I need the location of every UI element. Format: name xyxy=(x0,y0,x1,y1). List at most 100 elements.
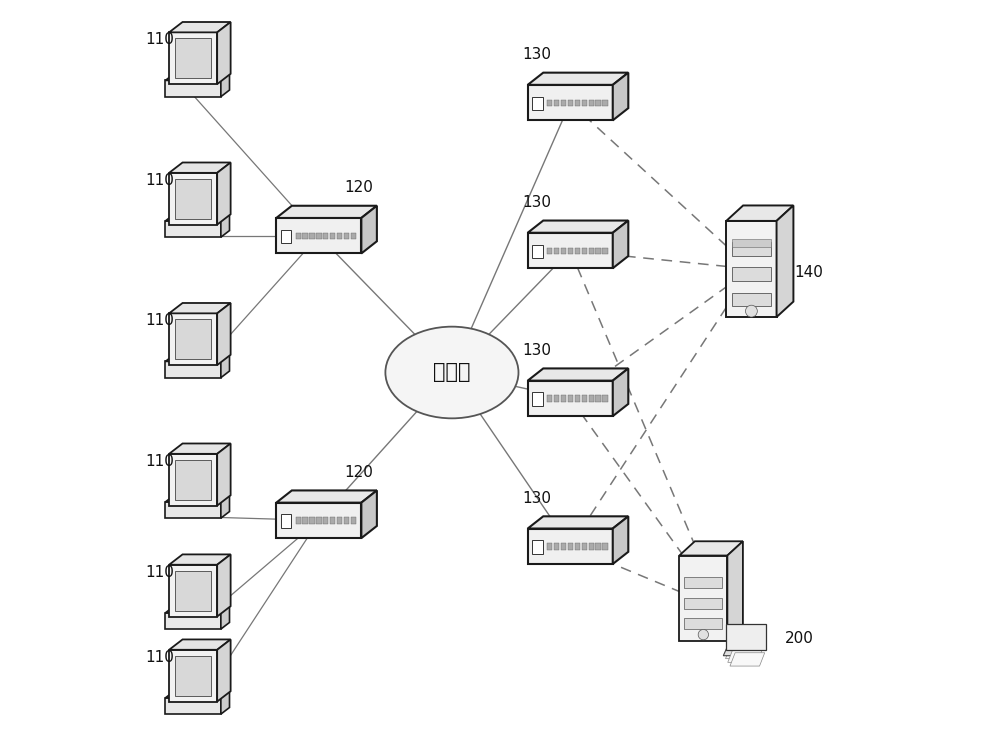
Bar xyxy=(575,543,580,550)
Bar xyxy=(595,396,601,402)
Polygon shape xyxy=(221,215,230,237)
Polygon shape xyxy=(169,173,217,224)
Polygon shape xyxy=(169,303,231,314)
Polygon shape xyxy=(165,215,230,221)
Bar xyxy=(602,543,608,550)
Polygon shape xyxy=(165,74,230,80)
Polygon shape xyxy=(679,542,743,556)
Bar xyxy=(732,239,771,247)
Text: 140: 140 xyxy=(794,265,823,280)
Polygon shape xyxy=(175,460,211,500)
Bar xyxy=(330,518,335,524)
Bar xyxy=(309,232,315,239)
Polygon shape xyxy=(217,303,231,365)
Bar xyxy=(568,543,573,550)
Bar xyxy=(302,232,308,239)
Bar xyxy=(316,232,322,239)
Polygon shape xyxy=(777,206,793,317)
Bar xyxy=(532,244,543,258)
Bar xyxy=(330,232,335,239)
Polygon shape xyxy=(613,73,628,121)
Polygon shape xyxy=(175,320,211,359)
Bar xyxy=(323,232,328,239)
Polygon shape xyxy=(217,554,231,617)
Bar xyxy=(589,247,594,254)
Bar xyxy=(532,393,543,406)
Polygon shape xyxy=(165,80,221,97)
Bar xyxy=(568,247,573,254)
Polygon shape xyxy=(217,443,231,506)
Polygon shape xyxy=(169,554,231,565)
Bar xyxy=(554,100,559,107)
Bar xyxy=(684,597,722,609)
Bar xyxy=(547,247,552,254)
Polygon shape xyxy=(276,503,361,538)
Bar xyxy=(726,624,766,650)
Polygon shape xyxy=(528,85,613,121)
Polygon shape xyxy=(165,698,221,714)
Polygon shape xyxy=(165,502,221,519)
Circle shape xyxy=(745,305,757,317)
Polygon shape xyxy=(276,218,361,253)
Bar xyxy=(582,396,587,402)
Text: 130: 130 xyxy=(522,47,551,62)
Polygon shape xyxy=(217,22,231,84)
Text: 互联网: 互联网 xyxy=(433,363,471,382)
Polygon shape xyxy=(169,639,231,650)
Polygon shape xyxy=(169,454,217,506)
Polygon shape xyxy=(217,639,231,702)
Polygon shape xyxy=(221,606,230,629)
Polygon shape xyxy=(528,516,628,528)
Polygon shape xyxy=(679,556,727,641)
Polygon shape xyxy=(613,369,628,416)
Bar xyxy=(595,543,601,550)
Bar xyxy=(582,247,587,254)
Bar xyxy=(732,267,771,281)
Bar xyxy=(561,396,566,402)
Polygon shape xyxy=(169,443,231,454)
Bar xyxy=(568,100,573,107)
Bar xyxy=(561,247,566,254)
Bar xyxy=(582,543,587,550)
Text: 120: 120 xyxy=(345,180,374,195)
Bar xyxy=(351,518,356,524)
Bar xyxy=(568,396,573,402)
Bar xyxy=(684,577,722,588)
Polygon shape xyxy=(727,542,743,641)
Bar xyxy=(309,518,315,524)
Polygon shape xyxy=(726,645,760,659)
Polygon shape xyxy=(217,162,231,224)
Bar xyxy=(323,518,328,524)
Bar xyxy=(684,618,722,630)
Polygon shape xyxy=(169,22,231,32)
Text: 110: 110 xyxy=(145,313,174,328)
Polygon shape xyxy=(165,361,221,378)
Polygon shape xyxy=(175,179,211,219)
Polygon shape xyxy=(528,528,613,564)
Circle shape xyxy=(698,630,709,640)
Bar xyxy=(554,396,559,402)
Bar xyxy=(554,543,559,550)
Polygon shape xyxy=(528,73,628,85)
Polygon shape xyxy=(361,206,377,253)
Bar xyxy=(589,396,594,402)
Bar xyxy=(589,100,594,107)
Bar xyxy=(589,543,594,550)
Bar xyxy=(602,247,608,254)
Bar xyxy=(351,232,356,239)
Polygon shape xyxy=(528,381,613,416)
Bar xyxy=(281,229,291,243)
Bar xyxy=(561,543,566,550)
Text: 130: 130 xyxy=(522,491,551,506)
Polygon shape xyxy=(175,38,211,78)
Polygon shape xyxy=(165,606,230,613)
Bar xyxy=(281,515,291,527)
Polygon shape xyxy=(175,656,211,696)
Polygon shape xyxy=(169,162,231,173)
Bar xyxy=(575,247,580,254)
Bar xyxy=(602,396,608,402)
Polygon shape xyxy=(728,649,763,662)
Polygon shape xyxy=(361,490,377,538)
Text: 200: 200 xyxy=(785,631,814,646)
Polygon shape xyxy=(165,613,221,629)
